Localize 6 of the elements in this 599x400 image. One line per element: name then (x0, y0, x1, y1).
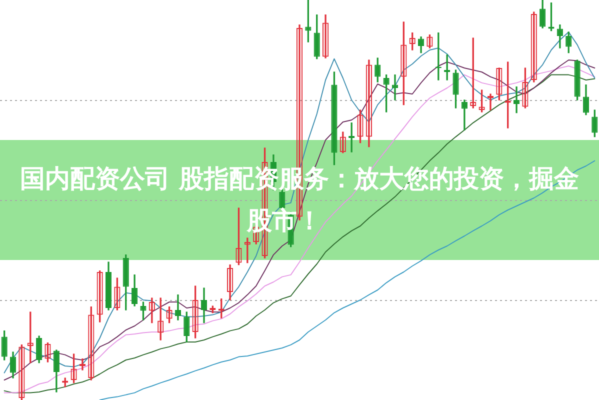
candlestick (487, 94, 494, 110)
candlestick (79, 358, 86, 370)
candlestick (444, 54, 450, 80)
candlestick (513, 86, 520, 114)
candlestick (174, 294, 181, 320)
candlestick (461, 100, 468, 130)
